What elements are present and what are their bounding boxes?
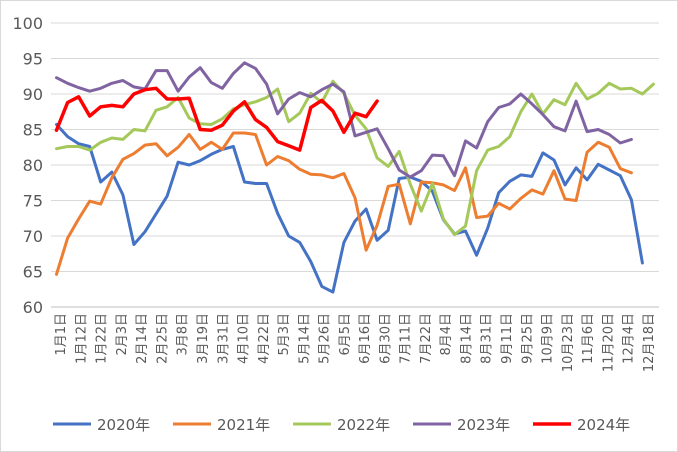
y-tick-label: 85 — [23, 121, 43, 140]
y-tick-label: 90 — [23, 85, 43, 104]
x-tick-label: 7月11日 — [399, 313, 414, 364]
x-tick-label: 10月23日 — [561, 313, 576, 372]
y-tick-label: 70 — [23, 227, 43, 246]
x-tick-label: 3月31日 — [216, 313, 231, 364]
legend-label-0: 2020年 — [97, 416, 150, 434]
y-tick-label: 65 — [23, 263, 43, 282]
x-tick-label: 5月26日 — [318, 313, 333, 364]
legend-label-1: 2021年 — [217, 416, 270, 434]
x-tick-label: 6月30日 — [378, 313, 393, 364]
x-tick-label: 11月20日 — [601, 313, 616, 372]
y-tick-label: 80 — [23, 156, 43, 175]
x-tick-label: 1月12日 — [74, 313, 89, 364]
series-line-3 — [55, 61, 633, 179]
x-tick-label: 6月5日 — [338, 313, 353, 356]
gridlines — [51, 22, 659, 308]
x-tick-label: 1月22日 — [95, 313, 110, 364]
x-tick-label: 5月14日 — [297, 313, 312, 364]
x-tick-label: 12月18日 — [642, 313, 657, 372]
x-tick-label: 4月10日 — [237, 313, 252, 364]
y-axis-ticks: 60 65 70 75 80 85 90 95 100 — [12, 14, 43, 317]
x-tick-label: 5月3日 — [277, 313, 292, 356]
x-tick-label: 11月6日 — [581, 313, 596, 364]
series-line-4 — [54, 86, 379, 152]
y-tick-label: 75 — [23, 192, 43, 211]
x-tick-label: 1月1日 — [54, 313, 69, 356]
legend: 2020年 2021年 2022年 2023年 2024年 — [53, 416, 630, 434]
x-tick-label: 10月9日 — [541, 313, 556, 364]
y-tick-label: 60 — [23, 298, 43, 317]
x-tick-label: 3月19日 — [196, 313, 211, 364]
legend-label-4: 2024年 — [577, 416, 630, 434]
series-line-0 — [55, 123, 644, 294]
x-tick-label: 8月4日 — [439, 313, 454, 356]
y-tick-label: 95 — [23, 50, 43, 69]
x-tick-label: 12月4日 — [622, 313, 637, 364]
x-tick-label: 8月31日 — [480, 313, 495, 364]
series-lines — [54, 61, 655, 294]
x-tick-label: 9月25日 — [520, 313, 535, 364]
x-tick-label: 7月22日 — [419, 313, 434, 364]
legend-label-3: 2023年 — [457, 416, 510, 434]
x-tick-label: 2月25日 — [155, 313, 170, 364]
x-tick-label: 9月11日 — [500, 313, 515, 364]
x-tick-label: 8月14日 — [459, 313, 474, 364]
legend-label-2: 2022年 — [337, 416, 390, 434]
x-tick-label: 2月14日 — [135, 313, 150, 364]
x-tick-label: 2月3日 — [115, 313, 130, 356]
x-axis-ticks: 1月1日 1月12日 1月22日 2月3日 2月14日 2月25日 3月8日 3月19日 3月3… — [54, 313, 657, 372]
series-line-1 — [55, 131, 633, 276]
x-tick-label: 6月16日 — [358, 313, 373, 364]
y-tick-label: 100 — [12, 14, 43, 33]
x-tick-label: 3月8日 — [176, 313, 191, 356]
series-line-2 — [55, 79, 655, 237]
x-tick-label: 4月22日 — [257, 313, 272, 364]
